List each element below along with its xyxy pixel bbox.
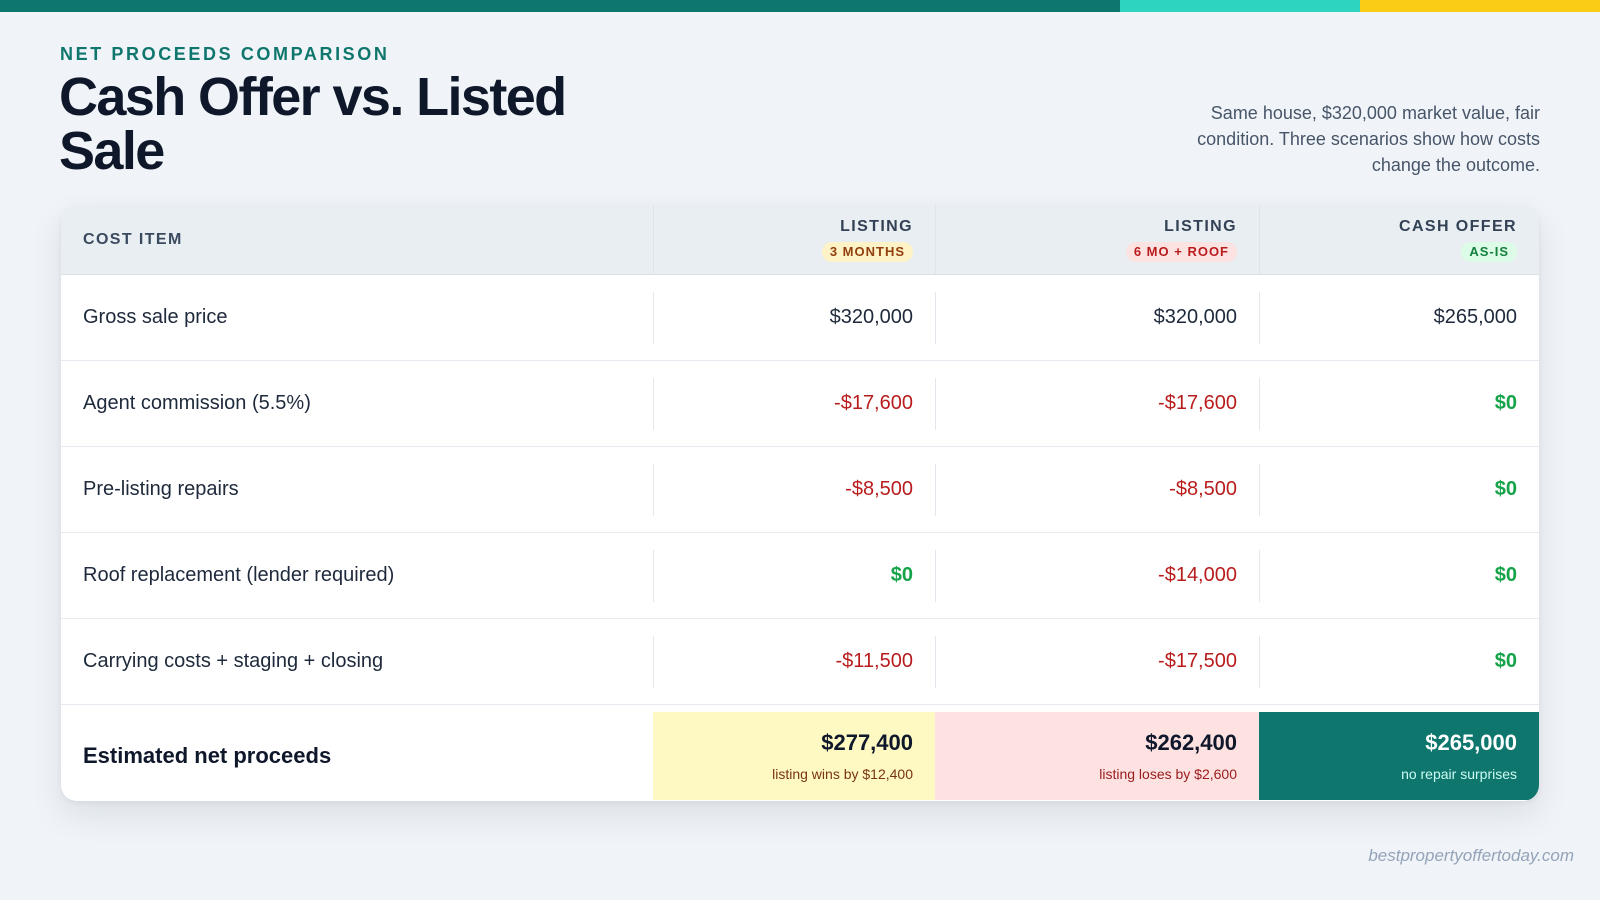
site-attribution: bestpropertyoffertoday.com [1368, 846, 1574, 865]
table-row: Agent commission (5.5%) -$17,600 -$17,600 $… [61, 361, 1539, 447]
table-row: Pre-listing repairs -$8,500 -$8,500 $0 [61, 447, 1539, 533]
header-listing-3-months: LISTING 3 MONTHS [653, 205, 935, 274]
header-label: LISTING [1164, 217, 1237, 235]
cost-value: $265,000 [1433, 306, 1517, 328]
cost-value: -$8,500 [1169, 478, 1237, 500]
header-label: LISTING [840, 217, 913, 235]
value-cell: -$11,500 [653, 635, 935, 688]
cost-value: $0 [1494, 650, 1517, 672]
cost-value: -$11,500 [835, 650, 913, 672]
value-cell: $320,000 [935, 291, 1259, 344]
cost-item-label: Agent commission (5.5%) [83, 392, 311, 414]
value-cell: $265,000 [1259, 291, 1539, 344]
cost-value: $0 [1494, 392, 1517, 414]
scenario-chip: 6 MO + ROOF [1125, 241, 1237, 262]
header-label: COST ITEM [83, 230, 183, 248]
total-note: no repair surprises [1401, 766, 1517, 782]
header-label: CASH OFFER [1399, 217, 1517, 235]
value-cell: -$8,500 [935, 463, 1259, 516]
cost-value: $320,000 [829, 306, 913, 328]
total-value: $262,400 [1145, 730, 1237, 755]
value-cell: $0 [1259, 463, 1539, 516]
table-row: Roof replacement (lender required) $0 -$14… [61, 533, 1539, 619]
cost-value: $0 [1494, 478, 1517, 500]
total-note: listing loses by $2,600 [1099, 766, 1237, 782]
cost-item-label: Carrying costs + staging + closing [83, 650, 384, 672]
scenario-chip: 3 MONTHS [821, 241, 913, 262]
value-cell: $0 [1259, 377, 1539, 430]
total-cell-cash-offer: $265,000 no repair surprises [1259, 712, 1539, 800]
scenario-chip: AS-IS [1461, 241, 1517, 262]
accent-segment-teal [0, 0, 1120, 12]
cost-item-label: Gross sale price [83, 306, 228, 328]
page-subtitle: Same house, $320,000 market value, fair … [1197, 103, 1540, 175]
accent-segment-mint [1120, 0, 1360, 12]
value-cell: $320,000 [653, 291, 935, 344]
total-value: $265,000 [1425, 730, 1517, 755]
table-row: Carrying costs + staging + closing -$11,5… [61, 619, 1539, 705]
header-cash-offer: CASH OFFER AS-IS [1259, 205, 1539, 274]
value-cell: $0 [1259, 549, 1539, 602]
cost-value: $0 [890, 564, 913, 586]
total-cell-listing-6-months-roof: $262,400 listing loses by $2,600 [935, 712, 1259, 800]
cost-item-label: Pre-listing repairs [83, 478, 239, 500]
comparison-table: COST ITEM LISTING 3 MONTHS LISTING 6 MO … [61, 205, 1539, 801]
total-note: listing wins by $12,400 [772, 766, 913, 782]
value-cell: -$17,500 [935, 635, 1259, 688]
header-listing-6-months-roof: LISTING 6 MO + ROOF [935, 205, 1259, 274]
table-body: Gross sale price $320,000 $320,000 $265,000… [61, 275, 1539, 705]
cost-value: $320,000 [1153, 306, 1237, 328]
value-cell: $0 [1259, 635, 1539, 688]
value-cell: $0 [653, 549, 935, 602]
total-value: $277,400 [821, 730, 913, 755]
table-header: COST ITEM LISTING 3 MONTHS LISTING 6 MO … [61, 205, 1539, 275]
value-cell: -$14,000 [935, 549, 1259, 602]
cost-value: -$14,000 [1158, 564, 1237, 586]
total-cell-listing-3-months: $277,400 listing wins by $12,400 [653, 712, 935, 800]
value-cell: -$17,600 [653, 377, 935, 430]
cost-item-label: Roof replacement (lender required) [83, 564, 395, 586]
header-cost-item: COST ITEM [61, 205, 653, 274]
cost-value: -$8,500 [845, 478, 913, 500]
value-cell: -$8,500 [653, 463, 935, 516]
eyebrow-label: NET PROCEEDS COMPARISON [60, 44, 390, 64]
cost-value: -$17,600 [1158, 392, 1237, 414]
accent-segment-yellow [1360, 0, 1600, 12]
cost-value: -$17,600 [834, 392, 913, 414]
total-label: Estimated net proceeds [83, 743, 332, 768]
cost-value: $0 [1494, 564, 1517, 586]
table-row: Gross sale price $320,000 $320,000 $265,000 [61, 275, 1539, 361]
page-title: Cash Offer vs. Listed Sale [59, 67, 567, 181]
top-accent-bar [0, 0, 1600, 12]
cost-value: -$17,500 [1158, 650, 1237, 672]
value-cell: -$17,600 [935, 377, 1259, 430]
total-row: Estimated net proceeds $277,400 listing … [61, 712, 1539, 800]
